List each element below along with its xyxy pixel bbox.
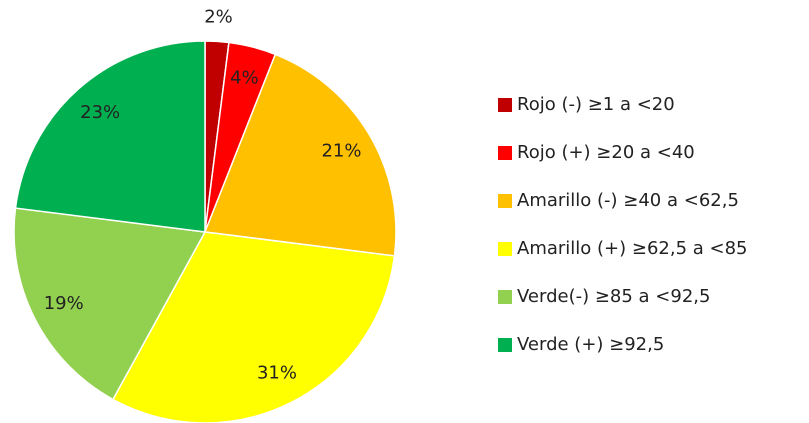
legend-swatch: [498, 146, 512, 160]
legend-label: Rojo (+) ≥20 a <40: [517, 142, 695, 163]
data-label: 23%: [80, 102, 120, 123]
data-label: 4%: [230, 67, 259, 88]
pie-slice: [13, 207, 207, 401]
pie-slice: [203, 53, 397, 257]
legend-swatch: [498, 290, 512, 304]
legend-label: Rojo (-) ≥1 a <20: [517, 94, 675, 115]
pie-slice: [14, 40, 206, 233]
legend-label: Amarillo (+) ≥62,5 a <85: [517, 238, 747, 259]
legend-swatch: [498, 242, 512, 256]
data-label: 2%: [204, 6, 233, 27]
legend-swatch: [498, 194, 512, 208]
legend-swatch: [498, 98, 512, 112]
legend-label: Amarillo (-) ≥40 a <62,5: [517, 190, 739, 211]
data-label: 19%: [44, 293, 84, 314]
data-label: 31%: [257, 362, 297, 383]
legend-label: Verde (+) ≥92,5: [517, 334, 664, 355]
pie-slice: [111, 231, 396, 423]
legend-label: Verde(-) ≥85 a <92,5: [517, 286, 710, 307]
data-label: 21%: [321, 140, 361, 161]
legend-swatch: [498, 338, 512, 352]
